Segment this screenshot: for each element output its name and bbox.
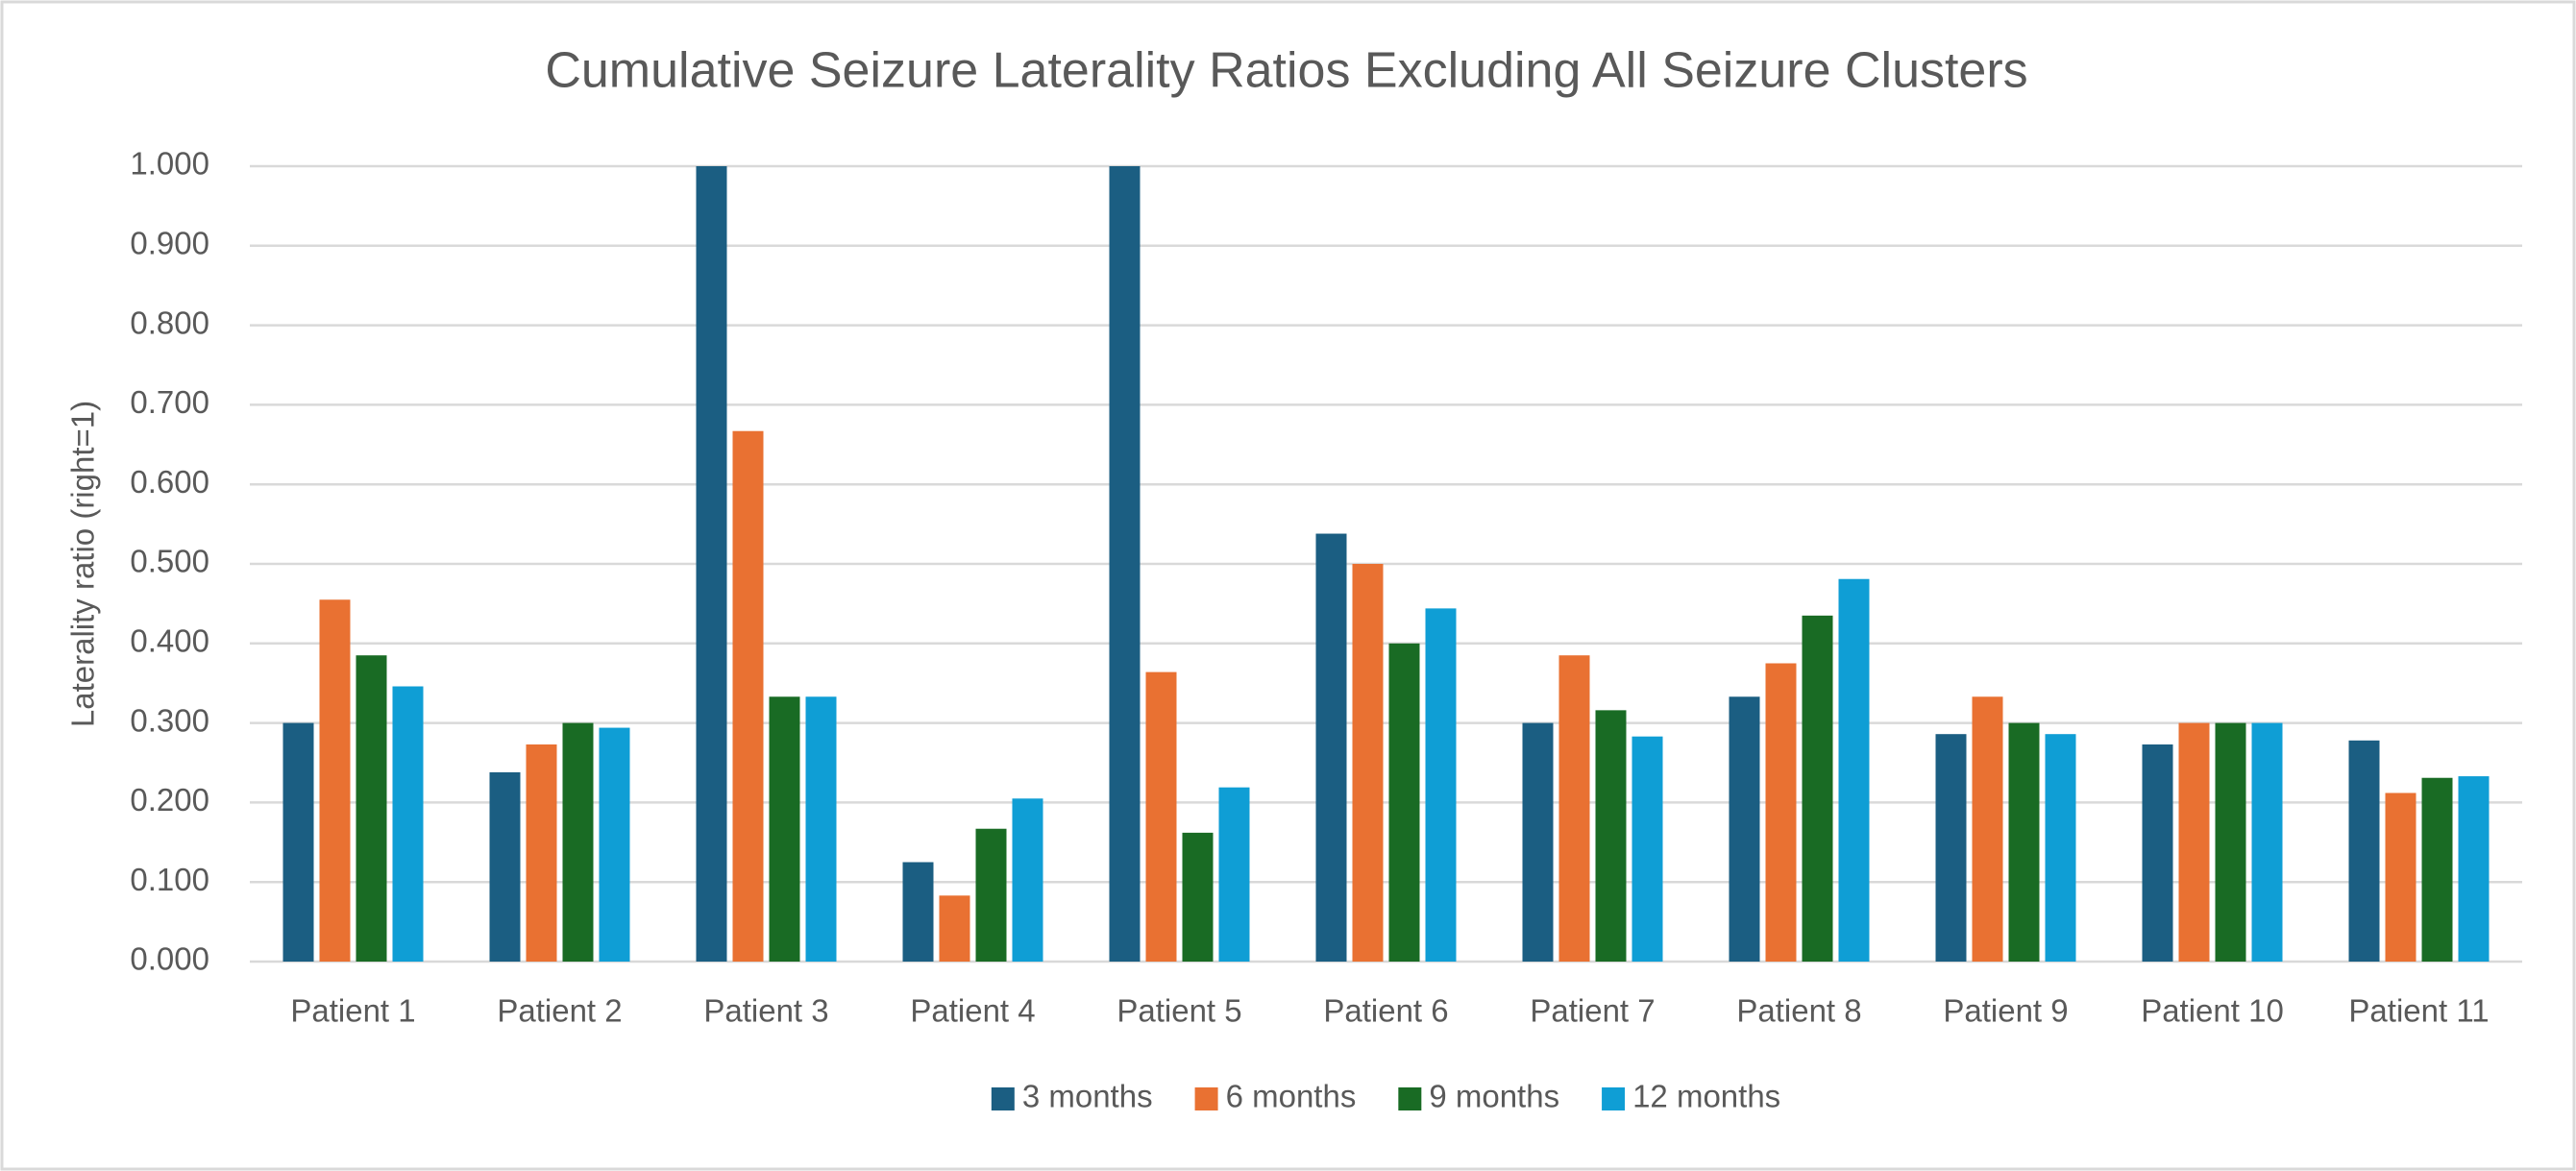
y-tick-label: 0.700 (130, 384, 209, 420)
x-tick-label: Patient 11 (2348, 993, 2489, 1029)
x-tick-label: Patient 1 (290, 993, 415, 1029)
bar (1182, 832, 1214, 962)
bar (562, 722, 594, 962)
y-tick-label: 0.000 (130, 941, 209, 977)
x-tick-label: Patient 8 (1736, 993, 1861, 1029)
bar (2008, 722, 2040, 962)
bar (2045, 734, 2076, 962)
bar (1315, 533, 1347, 962)
y-tick-label: 0.600 (130, 464, 209, 500)
legend: 3 months 6 months 9 months 12 months (991, 1079, 1780, 1114)
legend-label: 3 months (1022, 1079, 1153, 1114)
bar (805, 696, 837, 962)
x-tick-label: Patient 6 (1323, 993, 1448, 1029)
bar (526, 744, 557, 962)
y-tick-label: 1.000 (130, 146, 209, 182)
x-tick-label: Patient 3 (703, 993, 828, 1029)
bar (2458, 776, 2490, 962)
y-tick-label: 0.400 (130, 623, 209, 659)
legend-swatch (1398, 1087, 1422, 1110)
bar (1972, 696, 2003, 962)
bar (732, 430, 764, 962)
bar (696, 166, 727, 962)
y-tick-label: 0.200 (130, 782, 209, 817)
x-tick-label: Patient 9 (1943, 993, 2068, 1029)
y-tick-label: 0.300 (130, 702, 209, 738)
legend-swatch (1194, 1087, 1218, 1110)
bar (356, 655, 387, 962)
bar (282, 722, 314, 962)
bar (2142, 744, 2173, 962)
x-tick-label: Patient 4 (910, 993, 1035, 1029)
bar (902, 862, 934, 962)
bar (1012, 798, 1043, 962)
bar (489, 771, 521, 962)
bar (1935, 734, 1967, 962)
bar (1729, 696, 1760, 962)
x-tick-label: Patient 7 (1530, 993, 1655, 1029)
bar (1218, 787, 1250, 962)
y-tick-label: 0.900 (130, 226, 209, 261)
bar (769, 696, 800, 962)
bar (939, 895, 970, 962)
bar (1631, 736, 1663, 962)
bar (1145, 671, 1177, 962)
bar (2178, 722, 2210, 962)
y-tick-label: 0.100 (130, 862, 209, 897)
legend-label: 12 months (1632, 1079, 1780, 1114)
bar (319, 599, 351, 962)
bar (1838, 578, 1870, 962)
bar (1765, 663, 1797, 962)
chart-title: Cumulative Seizure Laterality Ratios Exc… (545, 43, 2027, 99)
bar (599, 727, 630, 962)
bar (1425, 608, 1457, 962)
bar (1522, 722, 1554, 962)
y-tick-label: 0.800 (130, 305, 209, 340)
x-tick-label: Patient 2 (497, 993, 622, 1029)
legend-label: 9 months (1429, 1079, 1559, 1114)
legend-swatch (1602, 1087, 1626, 1110)
y-tick-label: 0.500 (130, 544, 209, 579)
legend-swatch (991, 1087, 1015, 1110)
y-axis-label: Laterality ratio (right=1) (65, 401, 101, 727)
bar (1802, 615, 1833, 962)
x-tick-label: Patient 5 (1116, 993, 1241, 1029)
bar (2251, 722, 2283, 962)
legend-label: 6 months (1226, 1079, 1357, 1114)
bar (1388, 643, 1420, 962)
bar (392, 686, 424, 962)
bar (1352, 564, 1384, 962)
bar (2385, 793, 2417, 962)
bar (1558, 655, 1590, 962)
bar (975, 828, 1007, 962)
bar (1595, 710, 1627, 962)
bar (1109, 166, 1141, 962)
bar (2421, 777, 2453, 962)
bar (2348, 740, 2380, 962)
bar (2215, 722, 2246, 962)
x-tick-label: Patient 10 (2141, 993, 2284, 1029)
